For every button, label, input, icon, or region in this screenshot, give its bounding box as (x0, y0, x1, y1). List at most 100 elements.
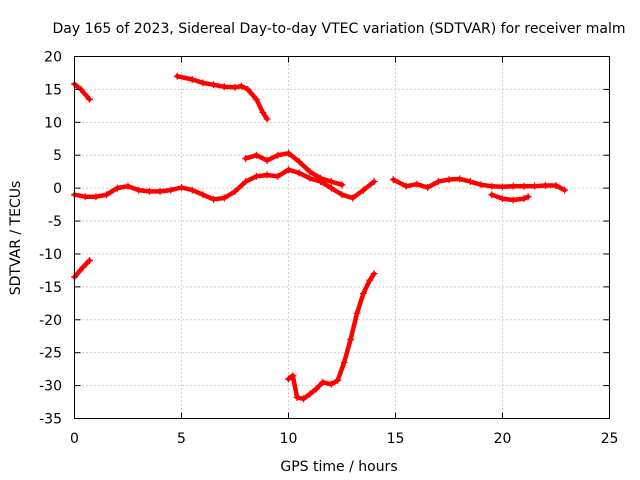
series-line (174, 73, 270, 122)
y-tick-label: 5 (53, 148, 62, 164)
grid (74, 56, 610, 419)
data-point (285, 166, 292, 174)
data-point (289, 372, 297, 380)
data-point (434, 178, 442, 186)
series-line (243, 151, 345, 188)
data-series (71, 72, 569, 403)
data-point (295, 158, 303, 166)
y-axis-label: SDTVAR / TECUs (8, 181, 24, 296)
data-point (252, 172, 260, 180)
data-point (220, 83, 228, 91)
y-tick-label: 15 (44, 82, 62, 98)
data-point (295, 169, 303, 177)
data-point (92, 193, 100, 201)
series-mid-high-arc (173, 72, 271, 123)
data-point (552, 182, 560, 190)
data-point (520, 195, 528, 203)
data-point (242, 178, 250, 186)
data-point (477, 181, 485, 189)
data-point (327, 184, 335, 192)
y-tick-label: 0 (53, 181, 62, 197)
data-point (231, 187, 239, 195)
data-point (220, 194, 228, 202)
data-point (561, 186, 569, 194)
data-point (188, 76, 196, 84)
chart-title: Day 165 of 2023, Sidereal Day-to-day VTE… (53, 21, 626, 37)
data-point (306, 168, 314, 176)
data-point (210, 81, 218, 89)
data-point (509, 182, 517, 190)
series-line (72, 258, 92, 280)
data-point (199, 191, 207, 199)
data-point (306, 174, 314, 182)
axis-ticks: 0 5 10 15 20 25 -35 -30 -25 -20 -15 -10 -5 0 5 10 15 20 (39, 50, 618, 448)
data-point (263, 115, 271, 123)
series-upper-track (242, 149, 346, 189)
data-point (327, 380, 335, 388)
y-tick-label: -10 (39, 247, 62, 263)
data-point (370, 178, 378, 186)
data-point (338, 181, 346, 189)
data-point (541, 182, 549, 190)
data-point (85, 257, 93, 265)
x-tick-label: 15 (387, 431, 405, 447)
data-point (359, 289, 367, 297)
data-point (244, 85, 252, 93)
data-point (173, 72, 181, 80)
data-point (237, 82, 245, 90)
data-point (252, 95, 260, 103)
x-axis-label: GPS time / hours (280, 459, 397, 475)
data-point (178, 183, 185, 191)
data-point (520, 182, 528, 190)
y-tick-label: -35 (39, 412, 62, 428)
data-point (349, 194, 357, 202)
y-tick-label: -30 (39, 379, 62, 395)
data-point (340, 359, 348, 367)
data-point (231, 83, 239, 91)
series-track-15-23h (389, 175, 569, 194)
y-tick-label: -20 (39, 313, 62, 329)
x-tick-label: 10 (280, 431, 298, 447)
data-point (252, 151, 260, 159)
data-point (312, 385, 320, 393)
data-point (285, 149, 292, 157)
y-tick-label: -15 (39, 280, 62, 296)
data-point (456, 175, 464, 183)
plot-frame (74, 56, 610, 419)
y-tick-label: 10 (44, 115, 62, 131)
data-point (402, 182, 410, 190)
data-point (413, 180, 421, 188)
data-point (113, 184, 121, 192)
data-point (389, 176, 397, 184)
data-point (293, 393, 301, 401)
data-point (210, 195, 218, 203)
data-point (366, 276, 374, 284)
data-point (370, 270, 378, 278)
data-point (263, 156, 271, 164)
data-point (466, 178, 474, 186)
data-point (145, 187, 153, 195)
series-deep-dip-track (285, 270, 378, 403)
data-point (156, 187, 164, 195)
data-point (188, 186, 196, 194)
data-point (135, 186, 143, 194)
data-point (274, 172, 282, 180)
data-point (531, 182, 539, 190)
x-tick-label: 20 (494, 431, 512, 447)
data-point (167, 186, 175, 194)
data-point (103, 191, 111, 199)
data-point (488, 182, 496, 190)
data-point (499, 195, 506, 203)
data-point (85, 95, 93, 103)
data-point (353, 309, 361, 317)
data-point (488, 191, 496, 199)
data-point (79, 263, 87, 271)
x-tick-label: 5 (177, 431, 186, 447)
data-point (317, 174, 325, 182)
data-point (319, 378, 327, 386)
data-point (424, 183, 432, 191)
data-point (445, 176, 453, 184)
data-point (524, 193, 532, 201)
y-tick-label: -25 (39, 346, 62, 362)
